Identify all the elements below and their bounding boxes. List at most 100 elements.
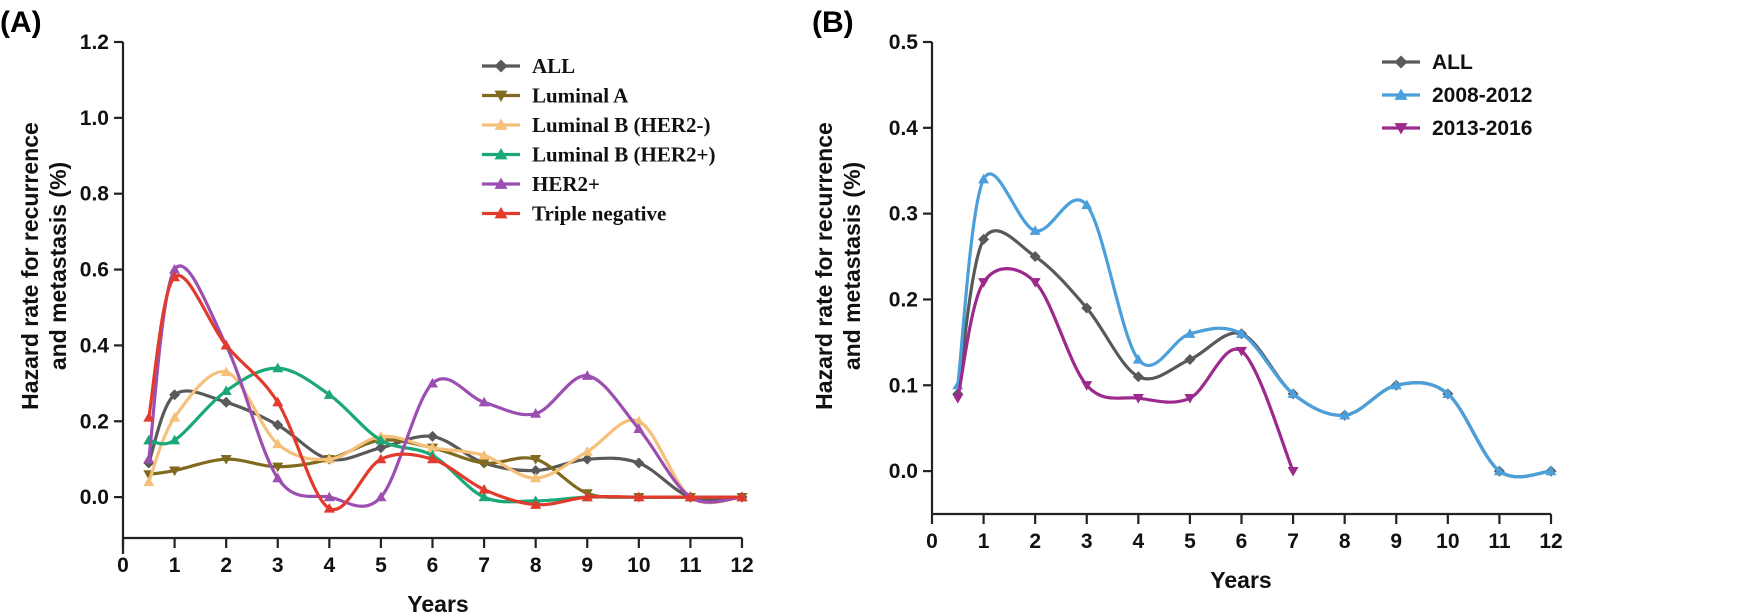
data-point [1081,381,1093,391]
legend-item: ALL [1382,51,1473,74]
legend-swatch-marker [494,207,508,219]
legend-item: Luminal B (HER2-) [482,113,711,137]
series-line [956,267,1295,473]
legend-label: HER2+ [532,172,600,196]
data-point [169,466,181,477]
series-line [147,273,744,512]
data-point [220,366,232,377]
legend-label: ALL [532,54,575,78]
data-point [478,449,490,460]
legend-swatch-marker [1394,55,1408,69]
y-tick-label: 0.4 [80,334,110,357]
data-point [220,396,232,408]
data-point [478,458,490,469]
y-tick-label: 0.8 [80,183,110,206]
y-tick-label: 0.5 [889,31,919,54]
x-tick-label: 2 [1029,530,1041,553]
series-line [147,389,744,502]
data-point [1442,388,1454,398]
data-point [220,385,232,396]
x-tick-label: 4 [1132,530,1144,553]
y-tick-label: 0.3 [889,203,918,226]
x-tick-label: 0 [117,554,129,577]
panel-b: (B) Hazard rate for recurrence and metas… [811,6,1563,593]
data-point [323,502,335,513]
legend-label: Triple negative [532,202,666,226]
x-tick-label: 0 [926,530,938,553]
y-tick-label: 0.0 [889,460,918,483]
panel-a: (A) Hazard rate for recurrence and metas… [0,6,754,616]
data-point [1236,328,1247,338]
x-tick-label: 10 [1436,530,1459,553]
y-tick-label: 0.0 [80,486,109,509]
data-point [581,491,593,502]
legend-swatch-marker [494,118,508,130]
data-point [1390,379,1402,390]
panel-b-xlabel: Years [1210,567,1271,593]
legend-label: ALL [1432,51,1473,74]
legend-swatch-marker [494,177,508,189]
series-line [956,172,1553,479]
data-point [272,396,284,407]
x-tick-label: 9 [1390,530,1402,553]
data-point [736,491,748,502]
x-tick-label: 9 [581,554,593,577]
x-tick-label: 10 [627,554,650,577]
data-point [1081,199,1093,210]
panel-b-ylabel-line2: and metastasis (%) [839,162,865,370]
legend-label: Luminal B (HER2+) [532,143,716,167]
data-point [1081,302,1093,314]
data-point [169,264,181,274]
x-tick-label: 8 [530,554,542,577]
data-point [272,462,284,473]
legend-item: Triple negative [482,202,666,226]
data-point [1545,465,1557,476]
data-point [1184,328,1196,338]
series-1 [952,172,1557,479]
data-point [1287,466,1299,477]
data-point [272,438,284,449]
panel-a-series [143,264,748,513]
legend-item: 2008-2012 [1382,84,1532,107]
data-point [169,389,181,401]
data-point [1287,388,1299,398]
data-point [143,411,155,422]
x-tick-label: 11 [1488,530,1511,553]
legend-item: Luminal B (HER2+) [482,143,716,167]
data-point [169,271,181,282]
data-point [978,233,990,245]
data-point [530,455,542,465]
y-tick-label: 0.6 [80,259,109,282]
data-point [1029,278,1041,288]
data-point [978,173,990,184]
x-tick-label: 5 [1184,530,1196,553]
x-tick-label: 8 [1339,530,1351,553]
series-0 [952,229,1557,479]
legend-item: ALL [482,54,575,78]
data-point [169,434,181,445]
panel-b-axes: 0.00.10.20.30.40.50 1 2 3 4 5 6 7 8 9 10 11 12 [889,31,1563,553]
data-point [478,484,490,494]
data-point [1184,394,1196,404]
y-tick-label: 0.1 [889,374,919,397]
y-tick-label: 1.0 [80,107,109,130]
legend-item: Luminal A [482,84,629,108]
legend-swatch-marker [494,148,508,160]
data-point [375,434,387,445]
series-line [147,370,744,505]
panel-b-legend: ALL 2008-2012 2013-2016 [1382,51,1532,140]
legend-label: Luminal A [532,84,629,108]
legend-swatch-marker [494,59,508,73]
data-point [530,472,542,483]
data-point [633,491,645,502]
y-tick-label: 0.4 [889,117,919,140]
panel-b-series [952,172,1557,479]
x-tick-label: 7 [478,554,490,577]
data-point [952,394,964,404]
data-point [272,419,284,431]
data-point [633,457,645,469]
panel-a-ylabel-line2: and metastasis (%) [45,162,71,370]
legend-item: HER2+ [482,172,600,196]
x-tick-label: 7 [1287,530,1299,553]
data-point [375,453,387,464]
